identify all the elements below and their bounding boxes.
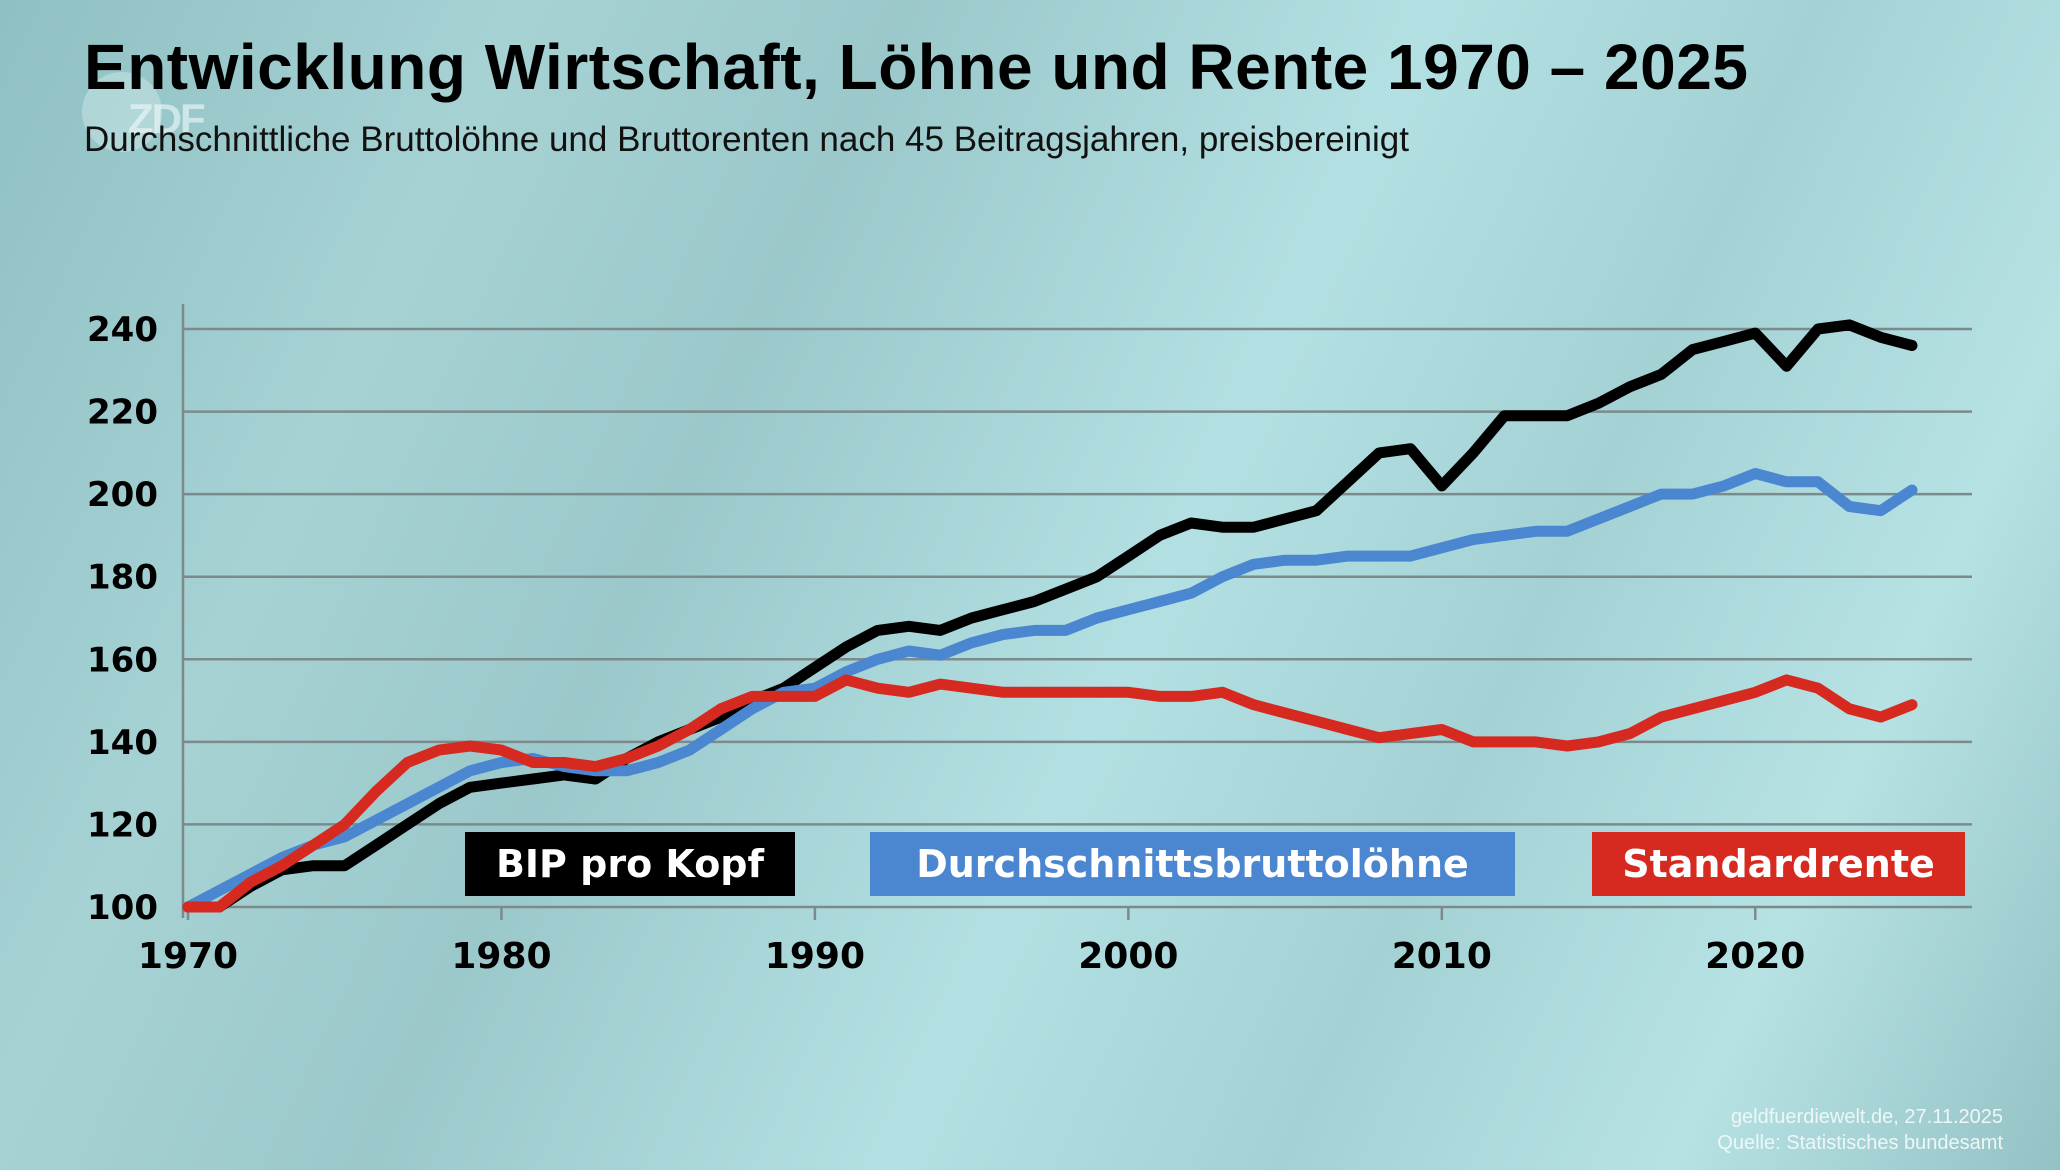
series-line-durchschnittsbruttol-hne — [182, 468, 1918, 913]
y-tick-label: 120 — [87, 805, 158, 845]
legend-standardrente: Standardrente — [1592, 832, 1965, 896]
x-tick-labels: 1970 1980 1990 2000 2010 2020 — [138, 936, 1805, 977]
x-tick-label: 2020 — [1705, 936, 1805, 977]
x-tick-label: 2000 — [1078, 936, 1178, 977]
y-tick-label: 140 — [87, 723, 158, 763]
series-lines — [182, 319, 1918, 913]
y-tick-labels: 100 120 140 160 180 200 220 240 — [87, 310, 158, 928]
gridlines — [184, 327, 1972, 909]
x-tick-label: 1990 — [765, 936, 865, 977]
x-tick-label: 1970 — [138, 936, 238, 977]
x-tick-label: 2010 — [1392, 936, 1492, 977]
footer-site-date: geldfuerdiewelt.de, 27.11.2025 — [1730, 1106, 2003, 1128]
y-tick-label: 180 — [87, 558, 158, 598]
series-line-standardrente — [182, 674, 1918, 913]
axes — [181, 304, 1757, 920]
series-line-bip-pro-kopf — [182, 319, 1918, 913]
footer-source: geldfuerdiewelt.de, 27.11.2025 Quelle: S… — [1717, 1104, 2003, 1156]
zdf-logo-text: ZDF — [128, 95, 206, 142]
y-tick-label: 240 — [87, 310, 158, 350]
footer-source-line: Quelle: Statistisches bundesamt — [1717, 1132, 2003, 1154]
chart-subtitle: Durchschnittliche Bruttolöhne und Brutto… — [84, 120, 1409, 159]
zdf-logo-circle — [82, 72, 162, 152]
legend-durchschnittsbruttoloehne: Durchschnittsbruttolöhne — [870, 832, 1515, 896]
y-tick-label: 100 — [87, 888, 158, 928]
y-tick-label: 200 — [87, 475, 158, 515]
x-tick-label: 1980 — [451, 936, 551, 977]
chart-title: Entwicklung Wirtschaft, Löhne und Rente … — [84, 31, 1749, 103]
legend-bip-pro-kopf: BIP pro Kopf — [465, 832, 795, 896]
y-tick-label: 160 — [87, 640, 158, 680]
y-tick-label: 220 — [87, 393, 158, 433]
